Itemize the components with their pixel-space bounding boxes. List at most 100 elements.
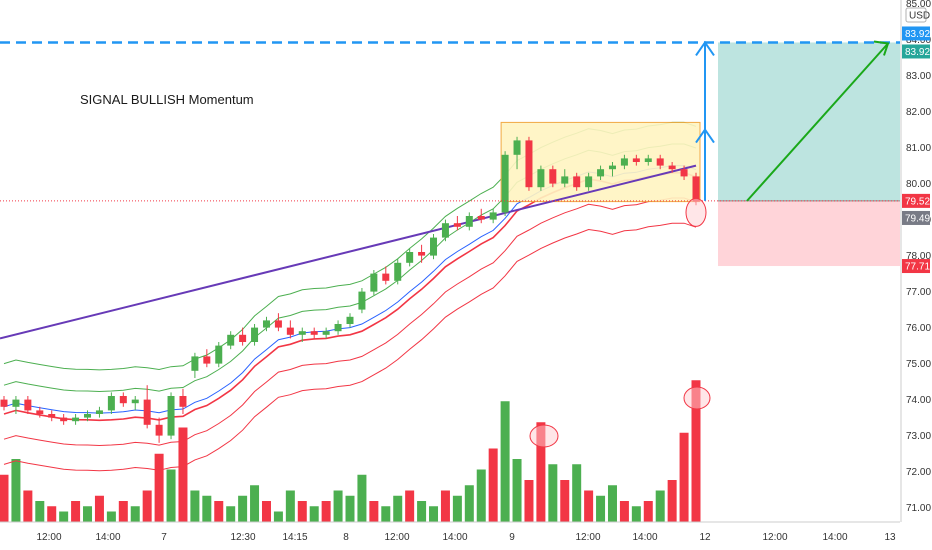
- volume-bar: [178, 427, 188, 522]
- candle-body: [430, 237, 438, 256]
- y-tick-label: 71.00: [906, 503, 931, 514]
- x-tick-label: 8: [343, 532, 349, 543]
- candle-body: [36, 410, 44, 414]
- candle-body: [346, 316, 354, 324]
- x-tick-label: 14:00: [822, 532, 847, 543]
- volume-bar: [154, 453, 164, 522]
- price-axis[interactable]: 71.00 72.00 73.00 74.00 75.00 76.00 77.00 78.00…: [900, 0, 931, 522]
- candle-body: [215, 345, 223, 364]
- candle-body: [441, 223, 449, 238]
- lower-band-outer: [3, 222, 697, 472]
- volume-bar: [440, 490, 450, 522]
- candle-body: [668, 165, 676, 170]
- volume-bar: [679, 432, 689, 522]
- candle-body: [501, 154, 509, 213]
- volume-bar: [631, 506, 641, 522]
- x-tick-label: 12:00: [36, 532, 61, 543]
- volume-bar: [560, 480, 570, 522]
- risk-reward-zones: [718, 42, 900, 267]
- volume-bar: [464, 485, 474, 522]
- volume-bar: [23, 490, 33, 522]
- candle-body: [84, 414, 92, 418]
- volume-bar: [667, 480, 677, 522]
- projection-arrow-line: [746, 42, 889, 202]
- volume-bar: [417, 501, 427, 522]
- x-tick-label: 14:00: [95, 532, 120, 543]
- volume-bar: [226, 506, 236, 522]
- candle-body: [310, 331, 318, 335]
- volume-bar: [476, 469, 486, 522]
- volume-bar: [238, 495, 248, 522]
- y-tick-label: 76.00: [906, 323, 931, 334]
- candle-body: [107, 396, 115, 411]
- candle-body: [274, 320, 282, 328]
- candle-body: [0, 399, 8, 407]
- volume-bar: [607, 485, 617, 522]
- volume-bar: [619, 501, 629, 522]
- volume-bar: [0, 474, 9, 522]
- signal-annotation: SIGNAL BULLISH Momentum: [80, 92, 254, 107]
- x-tick-label: 14:00: [632, 532, 657, 543]
- volume-bar: [393, 495, 403, 522]
- price-highlight-circle: [685, 197, 707, 227]
- volume-bar: [596, 495, 606, 522]
- candle-body: [573, 176, 581, 188]
- volume-highlight-circle: [529, 424, 559, 448]
- y-tick-label: 82.00: [906, 107, 931, 118]
- candle-body: [322, 331, 330, 335]
- volume-bar: [297, 501, 307, 522]
- price-badge-label: 83.92: [905, 29, 930, 40]
- y-tick-label: 84.00: [906, 35, 931, 46]
- volume-bar: [369, 501, 379, 522]
- candle-body: [24, 399, 32, 411]
- volume-bar: [691, 380, 701, 522]
- loss-zone: [718, 200, 900, 267]
- x-tick-label: 9: [509, 532, 515, 543]
- candle-body: [298, 331, 306, 335]
- price-badge-label: 83.92: [905, 47, 930, 58]
- price-badge: [902, 259, 930, 274]
- candle-body: [477, 216, 485, 220]
- candle-body: [227, 334, 235, 346]
- candle-body: [48, 414, 56, 418]
- y-tick-label: 75.00: [906, 359, 931, 370]
- volume-bar: [11, 459, 21, 522]
- candle-body: [585, 176, 593, 188]
- volume-bar: [584, 490, 594, 522]
- trendline[interactable]: [0, 164, 697, 340]
- time-axis[interactable]: 12:00 14:00 7 12:30 14:15 8 12:00 14:00 9 12:00 14…: [0, 521, 900, 543]
- candle-body: [453, 223, 461, 227]
- volume-bar: [333, 490, 343, 522]
- x-tick-label: 12:00: [762, 532, 787, 543]
- candle-body: [656, 158, 664, 166]
- y-tick-label: 81.00: [906, 143, 931, 154]
- volume-bar: [285, 490, 295, 522]
- volume-bar: [59, 511, 69, 522]
- volume-bar: [261, 501, 271, 522]
- candle-body: [155, 424, 163, 436]
- volume-bars: [0, 380, 701, 522]
- candle-body: [561, 176, 569, 184]
- volume-bar: [83, 506, 93, 522]
- volume-bar: [47, 506, 57, 522]
- y-tick-label: 72.00: [906, 467, 931, 478]
- projection-arrow-head: [873, 40, 890, 56]
- y-tick-label: 83.00: [906, 71, 931, 82]
- candle-body: [251, 327, 259, 342]
- candle-body: [608, 165, 616, 170]
- volume-bar: [321, 501, 331, 522]
- candles: [0, 136, 700, 443]
- x-tick-label: 14:15: [282, 532, 307, 543]
- candle-body: [644, 158, 652, 162]
- signal-overlays: [0, 40, 900, 448]
- volume-bar: [118, 501, 128, 522]
- candle-body: [525, 140, 533, 188]
- price-badge-label: 77.71: [905, 262, 930, 273]
- candle-body: [537, 169, 545, 188]
- volume-bar: [166, 469, 176, 522]
- price-badge: [902, 210, 930, 225]
- volume-highlight-circle: [683, 386, 711, 410]
- candle-body: [465, 216, 473, 227]
- target-arrow-head: [695, 40, 715, 57]
